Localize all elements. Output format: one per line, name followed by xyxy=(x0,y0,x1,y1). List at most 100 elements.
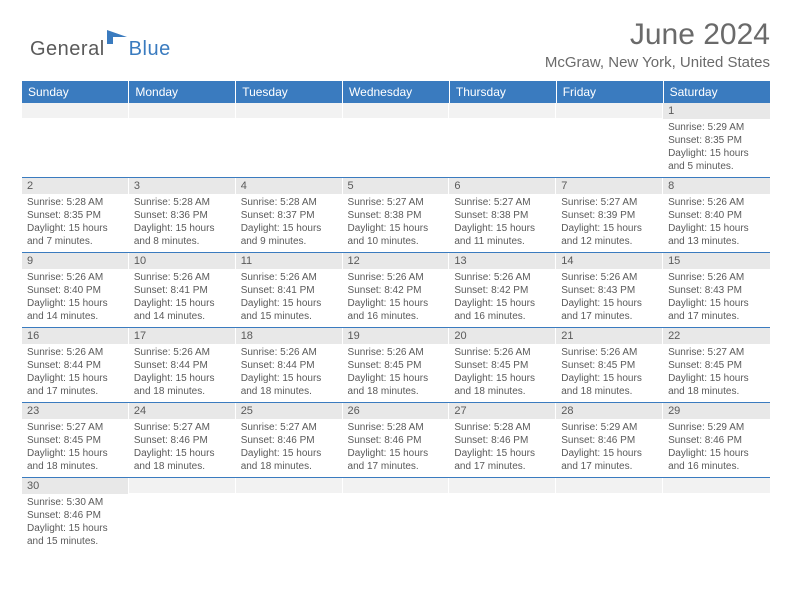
day-number: 4 xyxy=(236,178,343,194)
day-number: 26 xyxy=(343,403,450,419)
day-details: Sunrise: 5:28 AMSunset: 8:46 PMDaylight:… xyxy=(343,419,450,477)
week-row: 16Sunrise: 5:26 AMSunset: 8:44 PMDayligh… xyxy=(22,328,770,403)
sunset-text: Sunset: 8:46 PM xyxy=(134,434,231,447)
daylight-text: Daylight: 15 hours and 11 minutes. xyxy=(454,222,551,248)
daylight-text: Daylight: 15 hours and 18 minutes. xyxy=(454,372,551,398)
daylight-text: Daylight: 15 hours and 17 minutes. xyxy=(27,372,124,398)
sunset-text: Sunset: 8:46 PM xyxy=(561,434,658,447)
col-sunday: Sunday xyxy=(22,81,129,103)
day-number: 2 xyxy=(22,178,129,194)
day-cell: 11Sunrise: 5:26 AMSunset: 8:41 PMDayligh… xyxy=(236,253,343,328)
day-cell: 24Sunrise: 5:27 AMSunset: 8:46 PMDayligh… xyxy=(129,403,236,478)
calendar-table: Sunday Monday Tuesday Wednesday Thursday… xyxy=(22,81,770,552)
sunset-text: Sunset: 8:45 PM xyxy=(348,359,445,372)
sunrise-text: Sunrise: 5:26 AM xyxy=(27,346,124,359)
sunset-text: Sunset: 8:44 PM xyxy=(241,359,338,372)
sunset-text: Sunset: 8:46 PM xyxy=(668,434,765,447)
sunset-text: Sunset: 8:42 PM xyxy=(348,284,445,297)
day-number: 3 xyxy=(129,178,236,194)
day-number: 12 xyxy=(343,253,450,269)
sunset-text: Sunset: 8:45 PM xyxy=(454,359,551,372)
day-number xyxy=(449,478,556,493)
daylight-text: Daylight: 15 hours and 17 minutes. xyxy=(561,297,658,323)
day-details: Sunrise: 5:28 AMSunset: 8:35 PMDaylight:… xyxy=(22,194,129,252)
sunset-text: Sunset: 8:40 PM xyxy=(668,209,765,222)
sunrise-text: Sunrise: 5:26 AM xyxy=(668,196,765,209)
sunset-text: Sunset: 8:41 PM xyxy=(241,284,338,297)
day-cell xyxy=(556,478,663,553)
sunrise-text: Sunrise: 5:28 AM xyxy=(134,196,231,209)
day-details: Sunrise: 5:27 AMSunset: 8:45 PMDaylight:… xyxy=(22,419,129,477)
week-row: 1Sunrise: 5:29 AMSunset: 8:35 PMDaylight… xyxy=(22,103,770,178)
day-number: 29 xyxy=(663,403,770,419)
sunset-text: Sunset: 8:46 PM xyxy=(27,509,124,522)
sunset-text: Sunset: 8:42 PM xyxy=(454,284,551,297)
daylight-text: Daylight: 15 hours and 12 minutes. xyxy=(561,222,658,248)
day-cell xyxy=(556,103,663,178)
day-cell: 21Sunrise: 5:26 AMSunset: 8:45 PMDayligh… xyxy=(556,328,663,403)
day-cell: 1Sunrise: 5:29 AMSunset: 8:35 PMDaylight… xyxy=(663,103,770,178)
col-saturday: Saturday xyxy=(663,81,770,103)
daylight-text: Daylight: 15 hours and 16 minutes. xyxy=(348,297,445,323)
day-details: Sunrise: 5:26 AMSunset: 8:44 PMDaylight:… xyxy=(22,344,129,402)
day-details: Sunrise: 5:26 AMSunset: 8:42 PMDaylight:… xyxy=(449,269,556,327)
day-details: Sunrise: 5:26 AMSunset: 8:42 PMDaylight:… xyxy=(343,269,450,327)
day-number: 24 xyxy=(129,403,236,419)
sunrise-text: Sunrise: 5:26 AM xyxy=(241,271,338,284)
day-number: 20 xyxy=(449,328,556,344)
day-cell: 20Sunrise: 5:26 AMSunset: 8:45 PMDayligh… xyxy=(449,328,556,403)
day-details: Sunrise: 5:26 AMSunset: 8:41 PMDaylight:… xyxy=(236,269,343,327)
day-number: 22 xyxy=(663,328,770,344)
day-number: 30 xyxy=(22,478,129,494)
daylight-text: Daylight: 15 hours and 7 minutes. xyxy=(27,222,124,248)
sunset-text: Sunset: 8:43 PM xyxy=(668,284,765,297)
sunrise-text: Sunrise: 5:26 AM xyxy=(348,346,445,359)
daylight-text: Daylight: 15 hours and 18 minutes. xyxy=(668,372,765,398)
sunrise-text: Sunrise: 5:26 AM xyxy=(561,346,658,359)
calendar-body: 1Sunrise: 5:29 AMSunset: 8:35 PMDaylight… xyxy=(22,103,770,552)
daylight-text: Daylight: 15 hours and 14 minutes. xyxy=(27,297,124,323)
daylight-text: Daylight: 15 hours and 17 minutes. xyxy=(348,447,445,473)
sunrise-text: Sunrise: 5:27 AM xyxy=(561,196,658,209)
daylight-text: Daylight: 15 hours and 18 minutes. xyxy=(561,372,658,398)
day-details: Sunrise: 5:29 AMSunset: 8:46 PMDaylight:… xyxy=(556,419,663,477)
col-wednesday: Wednesday xyxy=(343,81,450,103)
sunset-text: Sunset: 8:35 PM xyxy=(668,134,765,147)
daylight-text: Daylight: 15 hours and 18 minutes. xyxy=(134,447,231,473)
day-details: Sunrise: 5:27 AMSunset: 8:38 PMDaylight:… xyxy=(343,194,450,252)
day-cell: 30Sunrise: 5:30 AMSunset: 8:46 PMDayligh… xyxy=(22,478,129,553)
day-cell: 5Sunrise: 5:27 AMSunset: 8:38 PMDaylight… xyxy=(343,178,450,253)
day-details: Sunrise: 5:26 AMSunset: 8:44 PMDaylight:… xyxy=(236,344,343,402)
daylight-text: Daylight: 15 hours and 17 minutes. xyxy=(454,447,551,473)
daylight-text: Daylight: 15 hours and 5 minutes. xyxy=(668,147,765,173)
day-number: 28 xyxy=(556,403,663,419)
day-number: 23 xyxy=(22,403,129,419)
day-number xyxy=(236,478,343,493)
day-cell: 17Sunrise: 5:26 AMSunset: 8:44 PMDayligh… xyxy=(129,328,236,403)
daylight-text: Daylight: 15 hours and 10 minutes. xyxy=(348,222,445,248)
day-cell: 14Sunrise: 5:26 AMSunset: 8:43 PMDayligh… xyxy=(556,253,663,328)
sunset-text: Sunset: 8:45 PM xyxy=(561,359,658,372)
sunrise-text: Sunrise: 5:29 AM xyxy=(668,421,765,434)
day-cell: 28Sunrise: 5:29 AMSunset: 8:46 PMDayligh… xyxy=(556,403,663,478)
day-number: 18 xyxy=(236,328,343,344)
day-details: Sunrise: 5:30 AMSunset: 8:46 PMDaylight:… xyxy=(22,494,129,552)
flag-icon xyxy=(107,28,129,49)
sunrise-text: Sunrise: 5:26 AM xyxy=(241,346,338,359)
daylight-text: Daylight: 15 hours and 14 minutes. xyxy=(134,297,231,323)
sunrise-text: Sunrise: 5:27 AM xyxy=(241,421,338,434)
day-details: Sunrise: 5:26 AMSunset: 8:40 PMDaylight:… xyxy=(22,269,129,327)
daylight-text: Daylight: 15 hours and 15 minutes. xyxy=(241,297,338,323)
sunrise-text: Sunrise: 5:28 AM xyxy=(27,196,124,209)
sunrise-text: Sunrise: 5:26 AM xyxy=(454,271,551,284)
location-text: McGraw, New York, United States xyxy=(545,54,770,71)
day-cell: 23Sunrise: 5:27 AMSunset: 8:45 PMDayligh… xyxy=(22,403,129,478)
sunset-text: Sunset: 8:35 PM xyxy=(27,209,124,222)
day-cell: 25Sunrise: 5:27 AMSunset: 8:46 PMDayligh… xyxy=(236,403,343,478)
day-number: 9 xyxy=(22,253,129,269)
daylight-text: Daylight: 15 hours and 17 minutes. xyxy=(561,447,658,473)
day-details: Sunrise: 5:29 AMSunset: 8:46 PMDaylight:… xyxy=(663,419,770,477)
sunset-text: Sunset: 8:38 PM xyxy=(348,209,445,222)
day-number xyxy=(129,478,236,493)
week-row: 9Sunrise: 5:26 AMSunset: 8:40 PMDaylight… xyxy=(22,253,770,328)
